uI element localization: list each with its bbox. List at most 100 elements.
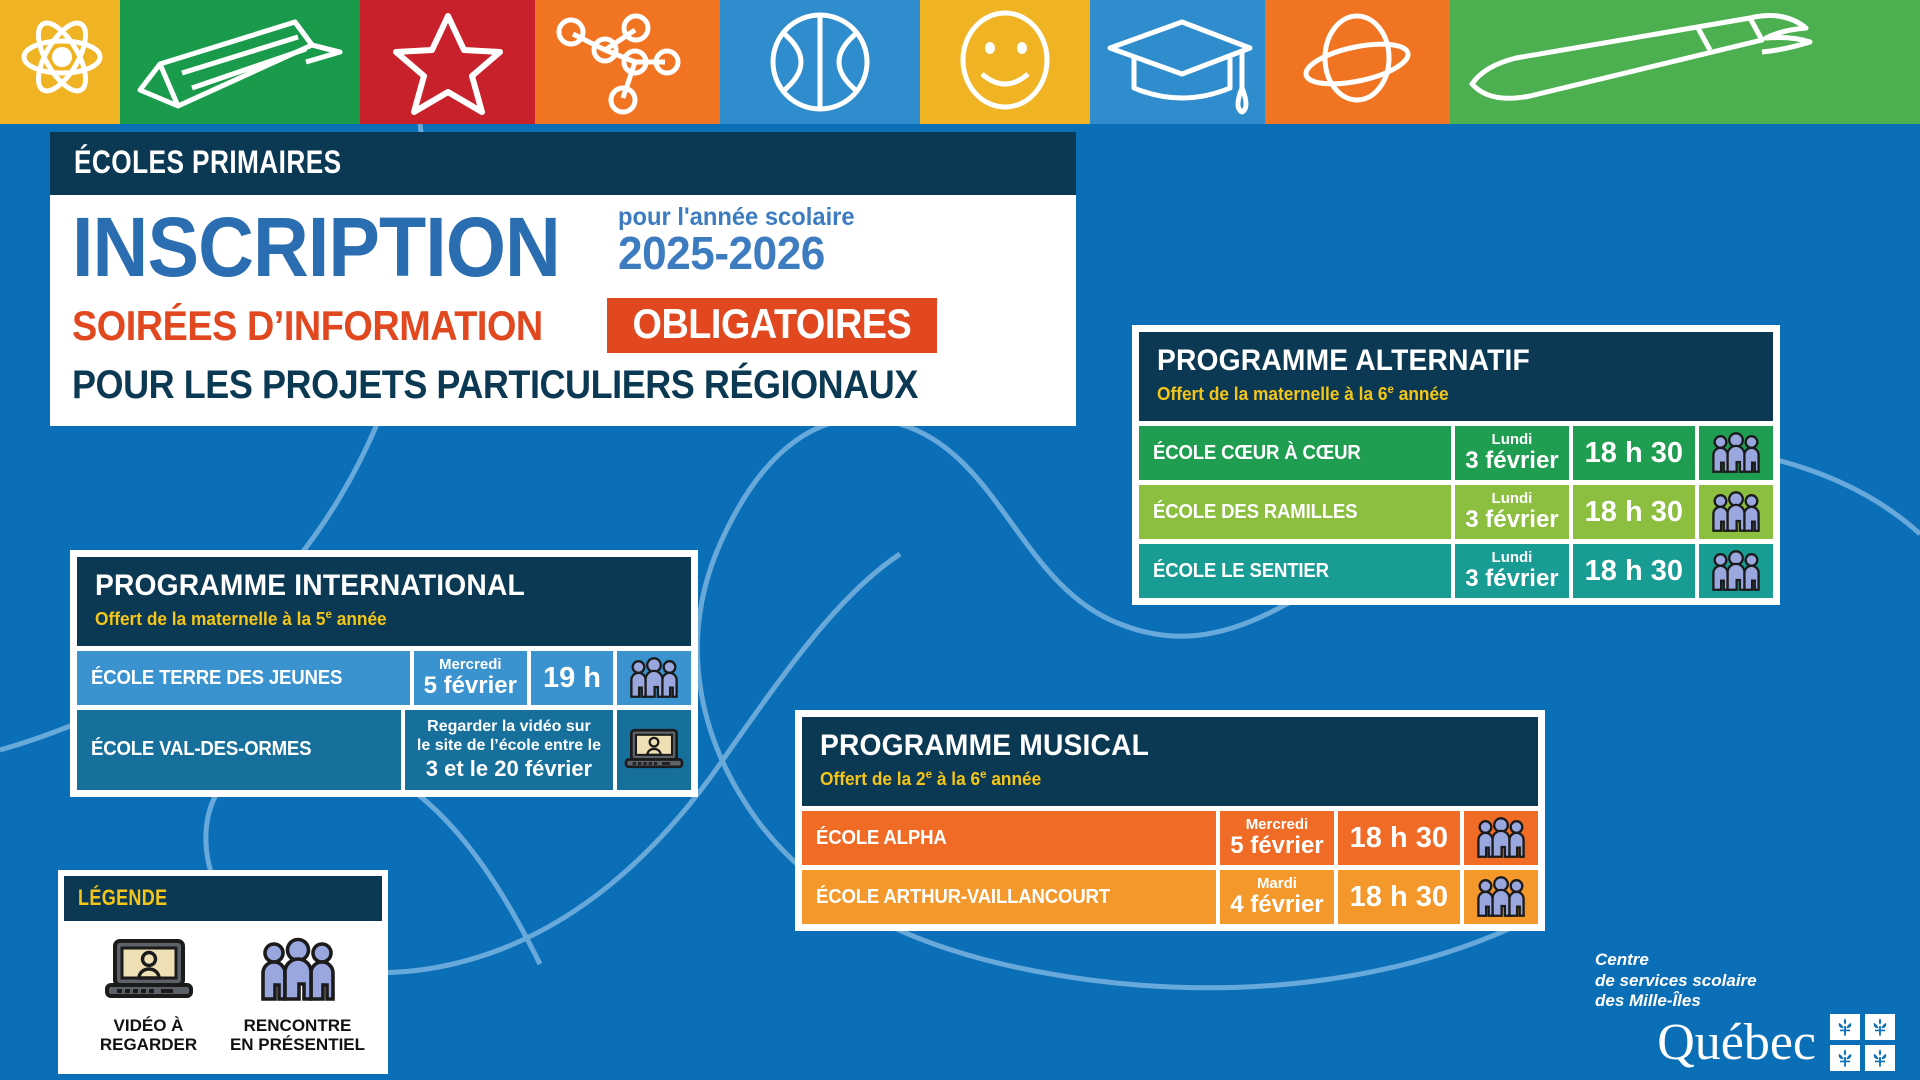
paintbrush-icon <box>1469 13 1813 101</box>
csmi-line1: Centre <box>1595 950 1649 969</box>
csmi-name: Centre de services scolaire des Mille-Îl… <box>1595 950 1895 1012</box>
row-icon-cell <box>1460 811 1538 866</box>
weekday-label: Mardi <box>1256 875 1297 893</box>
date-cell: Lundi 3 février <box>1451 426 1568 481</box>
school-name-cell: ÉCOLE TERRE DES JEUNES <box>91 666 343 689</box>
table-row: ÉCOLE ARTHUR-VAILLANCOURT Mardi 4 février 1… <box>802 870 1538 925</box>
soirees-label: SOIRÉES D’INFORMATION <box>72 301 543 349</box>
program-card-alternatif: PROGRAMME ALTERNATIF Offert de la materne… <box>1132 325 1780 606</box>
legend-meeting-line2: EN PRÉSENTIEL <box>229 1035 366 1055</box>
row-icon-cell <box>613 710 691 790</box>
time-cell: 18 h 30 <box>1333 811 1460 866</box>
legend-item-meeting: RENCONTRE EN PRÉSENTIEL <box>224 937 372 1054</box>
fleur-de-lys-icon <box>1865 1045 1895 1072</box>
weekday-label: Mercredi <box>439 656 502 673</box>
date-label: 3 février <box>1465 446 1559 474</box>
headline-body: INSCRIPTION pour l'année scolaire 2025-2… <box>50 195 1076 426</box>
program-subtitle-musical: Offert de la 2e à la 6e année <box>820 767 1042 789</box>
row-icon-cell <box>1695 485 1773 540</box>
school-year-block: pour l'année scolaire 2025-2026 <box>618 205 1054 286</box>
row-icon-cell <box>1460 870 1538 925</box>
video-line3: 3 et le 20 février <box>425 755 593 781</box>
headline-card: ÉCOLES PRIMAIRES INSCRIPTION pour l'anné… <box>50 132 1076 426</box>
headline-subtitle: POUR LES PROJETS PARTICULIERS RÉGIONAUX <box>72 363 918 407</box>
legend-meeting-line1: RENCONTRE <box>243 1016 352 1035</box>
quebec-logo: Centre de services scolaire des Mille-Îl… <box>1595 950 1895 1072</box>
table-row: ÉCOLE CŒUR À CŒUR Lundi 3 février 18 h 30 <box>1139 426 1773 481</box>
molecule-icon <box>556 13 681 115</box>
legend-title: LÉGENDE <box>78 885 168 910</box>
table-row: ÉCOLE TERRE DES JEUNES Mercredi 5 février 1… <box>77 651 691 706</box>
program-subtitle-international: Offert de la maternelle à la 5e année <box>95 607 387 629</box>
table-row: ÉCOLE VAL-DES-ORMES Regarder la vidéo sur… <box>77 710 691 790</box>
headline-main-row: INSCRIPTION pour l'année scolaire 2025-2… <box>72 205 1054 289</box>
row-icon-cell <box>613 651 691 706</box>
video-line2: le site de l’école entre le <box>416 737 601 755</box>
atom-icon <box>21 20 103 94</box>
time-cell: 19 h <box>526 651 613 706</box>
people-icon <box>260 937 335 1001</box>
legend-item-meeting-label: RENCONTRE EN PRÉSENTIEL <box>224 1016 372 1054</box>
program-header-international: PROGRAMME INTERNATIONAL Offert de la mate… <box>77 557 691 646</box>
school-name-cell: ÉCOLE ARTHUR-VAILLANCOURT <box>816 885 1110 908</box>
table-row: ÉCOLE DES RAMILLES Lundi 3 février 18 h 30 <box>1139 485 1773 540</box>
legend-video-line2: REGARDER <box>99 1035 198 1055</box>
date-label: 3 février <box>1465 505 1559 533</box>
fleur-de-lys-icon <box>1830 1045 1860 1072</box>
school-name-cell: ÉCOLE VAL-DES-ORMES <box>91 738 312 761</box>
graduation-cap-icon <box>1107 19 1253 115</box>
school-name-cell: ÉCOLE CŒUR À CŒUR <box>1153 441 1361 464</box>
csmi-line3: des Mille-Îles <box>1595 991 1701 1011</box>
legend-body: VIDÉO À REGARDER RENCONTRE EN PRÉSENTIEL <box>64 921 382 1069</box>
top-decorative-banner <box>0 0 1920 124</box>
quebec-wordmark: Québec <box>1657 1013 1816 1071</box>
weekday-label: Lundi <box>1491 549 1533 567</box>
time-cell: 18 h 30 <box>1568 426 1695 481</box>
banner-block-smiley <box>920 0 1090 124</box>
date-label: 5 février <box>1230 831 1324 859</box>
planet-icon <box>1303 13 1411 103</box>
program-subtitle-alternatif: Offert de la maternelle à la 6e année <box>1157 382 1449 404</box>
people-icon <box>1712 432 1760 473</box>
table-row: ÉCOLE LE SENTIER Lundi 3 février 18 h 30 <box>1139 544 1773 599</box>
laptop-video-icon <box>104 939 193 998</box>
video-instruction-cell: Regarder la vidéo sur le site de l’école … <box>400 710 613 790</box>
obligatoires-badge: OBLIGATOIRES <box>607 298 937 353</box>
banner-block-graduation-cap <box>1090 0 1265 124</box>
weekday-label: Mercredi <box>1245 816 1309 833</box>
banner-block-pencil <box>120 0 360 124</box>
banner-block-atom <box>0 0 120 124</box>
weekday-label: Lundi <box>1491 490 1533 508</box>
banner-block-basketball <box>720 0 920 124</box>
date-label: 4 février <box>1230 890 1324 918</box>
date-cell: Mercredi 5 février <box>409 651 527 706</box>
time-cell: 18 h 30 <box>1568 544 1695 599</box>
date-cell: Mercredi 5 février <box>1216 811 1333 866</box>
fleur-de-lys-icon <box>1865 1014 1895 1041</box>
headline-soirees-row: SOIRÉES D’INFORMATION OBLIGATOIRES <box>72 298 1054 353</box>
basketball-icon <box>770 12 870 112</box>
program-header-musical: PROGRAMME MUSICAL Offert de la 2e à la 6e… <box>802 717 1538 806</box>
headline-eyebrow: ÉCOLES PRIMAIRES <box>74 144 342 180</box>
table-row: ÉCOLE ALPHA Mercredi 5 février 18 h 30 <box>802 811 1538 866</box>
obligatoires-text: OBLIGATOIRES <box>632 300 912 347</box>
school-name-cell: ÉCOLE LE SENTIER <box>1153 559 1329 582</box>
legend-header: LÉGENDE <box>64 876 382 921</box>
program-card-international: PROGRAMME INTERNATIONAL Offert de la mate… <box>70 550 698 797</box>
program-header-alternatif: PROGRAMME ALTERNATIF Offert de la materne… <box>1139 332 1773 421</box>
banner-block-star <box>360 0 535 124</box>
headline-eyebrow-bar: ÉCOLES PRIMAIRES <box>50 132 1076 195</box>
banner-block-paintbrush <box>1450 0 1920 124</box>
fleur-de-lys-icon <box>1830 1014 1860 1041</box>
quebec-wordmark-row: Québec <box>1595 1013 1895 1072</box>
date-label: 5 février <box>423 671 517 699</box>
banner-block-planet <box>1265 0 1450 124</box>
legend-video-line1: VIDÉO À <box>113 1016 184 1035</box>
school-year-value: 2025-2026 <box>618 227 826 279</box>
school-year-label: pour l'année scolaire <box>618 203 856 231</box>
smiley-icon <box>960 10 1050 110</box>
date-cell: Lundi 3 février <box>1451 544 1568 599</box>
program-card-musical: PROGRAMME MUSICAL Offert de la 2e à la 6e… <box>795 710 1545 932</box>
row-icon-cell <box>1695 426 1773 481</box>
people-icon <box>630 657 678 698</box>
